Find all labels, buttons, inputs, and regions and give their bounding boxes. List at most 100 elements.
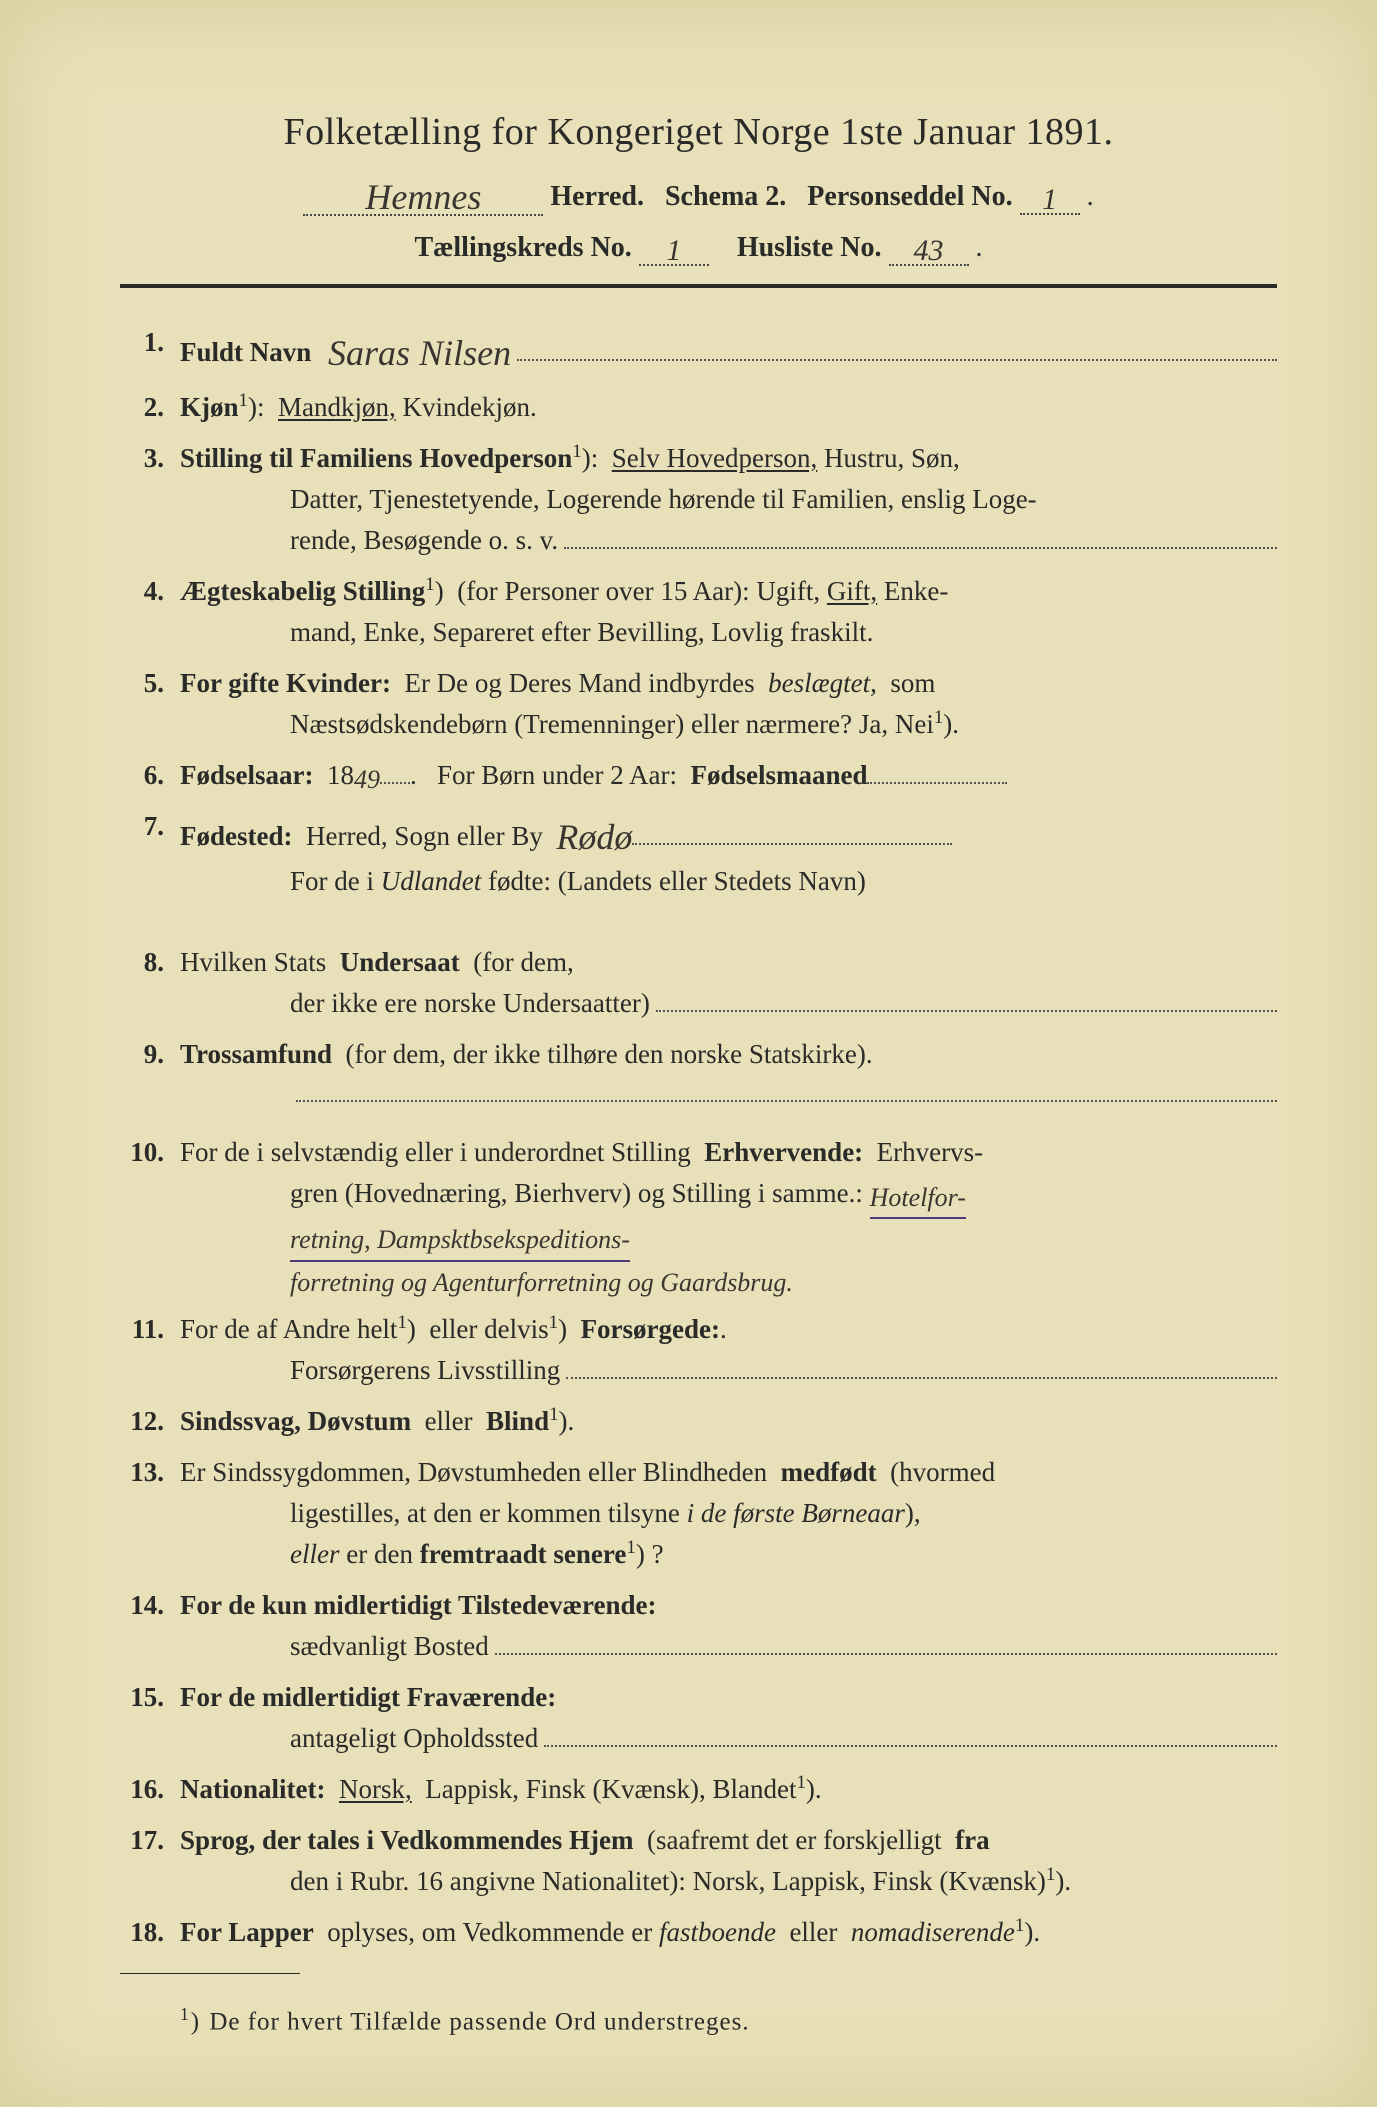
tilstedevaerende-label: For de kun midlertidigt Tilstedeværende: — [180, 1590, 657, 1620]
herred-label: Herred. — [550, 181, 644, 212]
item-3-line2: Datter, Tjenestetyende, Logerende hørend… — [180, 479, 1277, 520]
item-2: 2. Kjøn1): Mandkjøn, Kvindekjøn. — [120, 387, 1277, 428]
item-12: 12. Sindssvag, Døvstum eller Blind1). — [120, 1401, 1277, 1442]
item-5-text: Er De og Deres Mand indbyrdes — [404, 668, 754, 698]
item-9-text: (for dem, der ikke tilhøre den norske St… — [346, 1039, 873, 1069]
fodested-handwritten: Rødø — [556, 810, 632, 865]
item-num: 16. — [120, 1769, 180, 1810]
forsorgede-label: Forsørgede: — [581, 1314, 720, 1344]
item-16-text: Lappisk, Finsk (Kvænsk), Blandet — [425, 1774, 796, 1804]
borneaar-italic: i de første Børneaar — [687, 1498, 905, 1528]
item-num: 14. — [120, 1585, 180, 1667]
kjon-label: Kjøn — [180, 392, 239, 422]
item-num: 15. — [120, 1677, 180, 1759]
item-10-text: For de i selvstændig eller i underordnet… — [180, 1137, 691, 1167]
item-1: 1. Fuldt Navn Saras Nilsen — [120, 322, 1277, 377]
subtitle-row-2: Tællingskreds No. 1 Husliste No. 43 . — [120, 230, 1277, 266]
item-num: 13. — [120, 1452, 180, 1575]
undersaat-label: Undersaat — [340, 947, 460, 977]
item-7-text: Herred, Sogn eller By — [306, 821, 543, 851]
norsk-underlined: Norsk, — [339, 1774, 412, 1804]
item-11-text: For de af Andre helt — [180, 1314, 397, 1344]
item-9: 9. Trossamfund (for dem, der ikke tilhør… — [120, 1034, 1277, 1102]
item-6: 6. Fødselsaar: 1849. For Børn under 2 Aa… — [120, 755, 1277, 796]
erhverv-hw1: Hotelfor- — [870, 1178, 966, 1220]
erhverv-hw2: retning, Dampsktbsekspeditions- — [290, 1220, 630, 1262]
item-14: 14. For de kun midlertidigt Tilstedevære… — [120, 1585, 1277, 1667]
gift-underlined: Gift, — [827, 576, 877, 606]
census-page: Folketælling for Kongeriget Norge 1ste J… — [0, 0, 1377, 2107]
item-13: 13. Er Sindssygdommen, Døvstumheden elle… — [120, 1452, 1277, 1575]
item-8-text2: (for dem, — [473, 947, 573, 977]
item-7-line2: For de i — [290, 866, 374, 896]
item-num: 5. — [120, 663, 180, 745]
item-13-line2: ligestilles, at den er kommen tilsyne — [290, 1498, 680, 1528]
item-10: 10. For de i selvstændig eller i underor… — [120, 1132, 1277, 1299]
item-18-text: oplyses, om Vedkommende er — [327, 1917, 652, 1947]
erhvervende-label: Erhvervende: — [704, 1137, 863, 1167]
husliste-label: Husliste No. — [737, 232, 882, 263]
subtitle-row-1: Hemnes Herred. Schema 2. Personseddel No… — [120, 172, 1277, 216]
item-15-line2: antageligt Opholdssted — [290, 1718, 538, 1759]
year-handwritten: 49 — [354, 760, 380, 800]
item-num: 18. — [120, 1912, 180, 1953]
item-11-line2: Forsørgerens Livsstilling — [290, 1350, 560, 1391]
item-5-text2: som — [890, 668, 935, 698]
item-3-line3: rende, Besøgende o. s. v. — [290, 520, 558, 561]
item-14-line2: sædvanligt Bosted — [290, 1626, 489, 1667]
mandkjon-underlined: Mandkjøn, — [278, 392, 396, 422]
item-11: 11. For de af Andre helt1) eller delvis1… — [120, 1309, 1277, 1391]
fra-label: fra — [955, 1825, 989, 1855]
item-4-line2: mand, Enke, Separeret efter Bevilling, L… — [180, 612, 1277, 653]
fastboende-italic: fastboende — [659, 1917, 776, 1947]
personseddel-label: Personseddel No. — [807, 181, 1012, 212]
fuldt-navn-label: Fuldt Navn — [180, 332, 311, 373]
item-7: 7. Fødested: Herred, Sogn eller By Rødø … — [120, 806, 1277, 902]
schema-label: Schema 2. — [665, 181, 786, 212]
item-num: 10. — [120, 1132, 180, 1299]
item-5-line2: Næstsødskendebørn (Tremenninger) eller n… — [290, 709, 934, 739]
personseddel-no: 1 — [1042, 183, 1057, 217]
item-11-text2: eller delvis — [429, 1314, 548, 1344]
item-num: 9. — [120, 1034, 180, 1102]
item-num: 8. — [120, 942, 180, 1024]
sindssvag-label: Sindssvag, Døvstum — [180, 1406, 411, 1436]
herred-handwritten: Hemnes — [365, 176, 481, 218]
medfodt-label: medfødt — [781, 1457, 877, 1487]
sprog-label: Sprog, der tales i Vedkommendes Hjem — [180, 1825, 634, 1855]
name-handwritten: Saras Nilsen — [328, 326, 511, 381]
item-13-text2: (hvormed — [890, 1457, 995, 1487]
item-17-line2: den i Rubr. 16 angivne Nationalitet): No… — [290, 1866, 1046, 1896]
item-15: 15. For de midlertidigt Fraværende: anta… — [120, 1677, 1277, 1759]
trossamfund-label: Trossamfund — [180, 1039, 332, 1069]
item-12-text: eller — [425, 1406, 473, 1436]
tellingskreds-label: Tællingskreds No. — [414, 232, 631, 263]
item-17: 17. Sprog, der tales i Vedkommendes Hjem… — [120, 1820, 1277, 1902]
item-num: 17. — [120, 1820, 180, 1902]
item-num: 6. — [120, 755, 180, 796]
fremtraadt-label: fremtraadt senere — [420, 1539, 627, 1569]
nationalitet-label: Nationalitet: — [180, 1774, 325, 1804]
item-10-text2: Erhvervs- — [877, 1137, 983, 1167]
item-num: 3. — [120, 438, 180, 561]
item-4: 4. Ægteskabelig Stilling1) (for Personer… — [120, 571, 1277, 653]
item-8-line2: der ikke ere norske Undersaatter) — [290, 983, 650, 1024]
husliste-no: 43 — [914, 234, 944, 268]
item-18: 18. For Lapper oplyses, om Vedkommende e… — [120, 1912, 1277, 1953]
item-8: 8. Hvilken Stats Undersaat (for dem, der… — [120, 942, 1277, 1024]
item-3: 3. Stilling til Familiens Hovedperson1):… — [120, 438, 1277, 561]
tellingskreds-no: 1 — [666, 234, 681, 268]
header-rule — [120, 284, 1277, 288]
main-title: Folketælling for Kongeriget Norge 1ste J… — [120, 110, 1277, 154]
item-18-text2: eller — [789, 1917, 837, 1947]
fodselsmaaned-label: Fødselsmaaned — [690, 760, 867, 790]
item-num: 11. — [120, 1309, 180, 1391]
blind-label: Blind — [486, 1406, 549, 1436]
nomadiserende-italic: nomadiserende — [851, 1917, 1015, 1947]
fodested-label: Fødested: — [180, 821, 292, 851]
item-16: 16. Nationalitet: Norsk, Lappisk, Finsk … — [120, 1769, 1277, 1810]
form-content: Folketælling for Kongeriget Norge 1ste J… — [30, 50, 1347, 2077]
stilling-label: Stilling til Familiens Hovedperson — [180, 443, 572, 473]
eller-italic: eller — [290, 1539, 339, 1569]
item-num: 12. — [120, 1401, 180, 1442]
